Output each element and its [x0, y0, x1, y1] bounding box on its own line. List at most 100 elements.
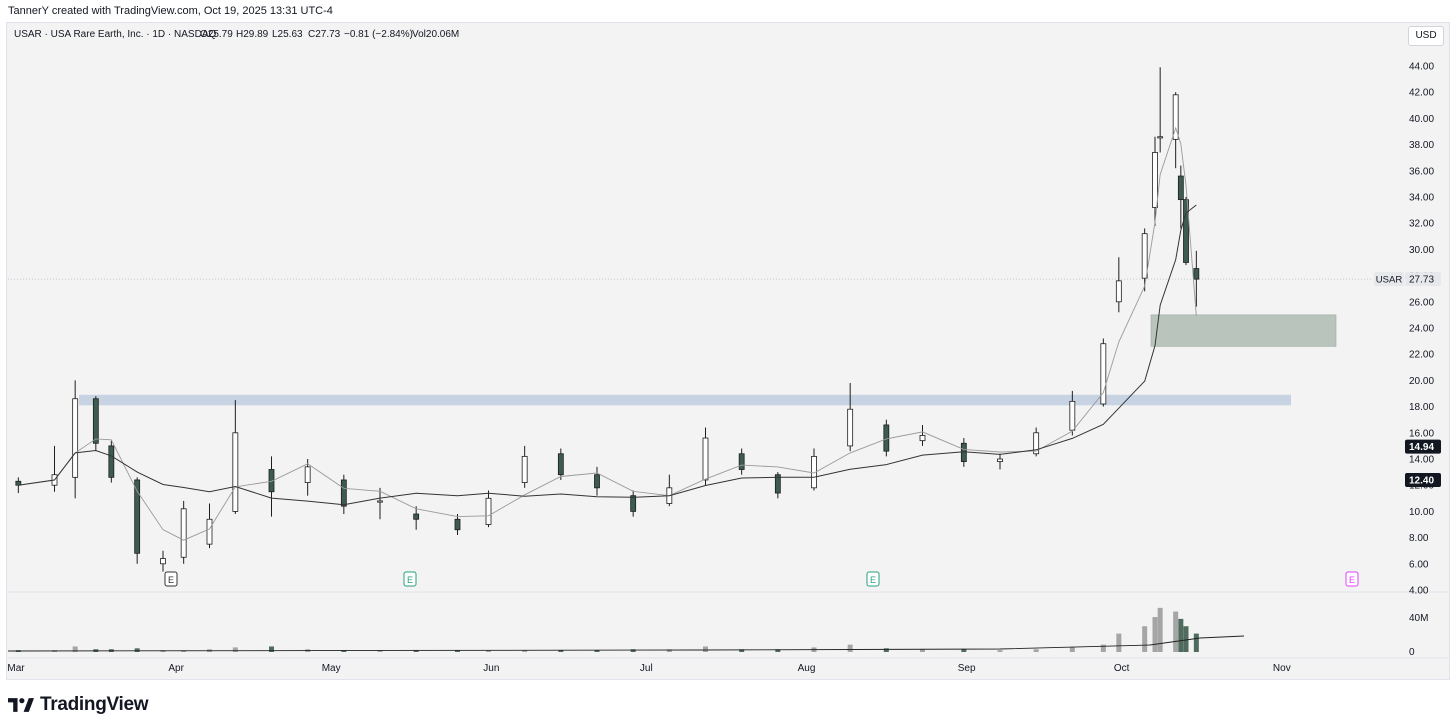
volume-bar — [775, 649, 781, 652]
price-axis-tick: 36.00 — [1409, 166, 1434, 177]
legend-item: C27.73 — [308, 29, 341, 40]
price-axis-tick: 22.00 — [1409, 350, 1434, 361]
candle-body — [883, 424, 890, 452]
candle-body — [557, 453, 564, 476]
candle-body — [521, 455, 528, 483]
earnings-marker — [1345, 571, 1359, 587]
tradingview-logo[interactable]: TradingView — [8, 692, 149, 718]
earnings-marker-label: E — [1349, 575, 1355, 585]
candle-body — [232, 432, 239, 512]
legend-item: H29.89 — [236, 29, 269, 40]
candle-body — [1157, 136, 1164, 139]
volume-bar — [269, 646, 274, 652]
price-axis-tick: 44.00 — [1409, 62, 1434, 73]
price-axis-tick: 34.00 — [1409, 193, 1434, 204]
volume-bar — [1152, 617, 1158, 652]
volume-bar — [1173, 611, 1179, 652]
volume-bar — [232, 647, 238, 652]
candle-body — [1152, 152, 1158, 208]
volume-ma-line — [7, 635, 1245, 652]
time-axis-tick: Apr — [168, 663, 184, 674]
candle-body — [630, 495, 637, 512]
earnings-marker — [164, 571, 178, 587]
volume-bar — [134, 648, 140, 652]
candle-body — [340, 479, 347, 507]
volume-bar — [1157, 607, 1163, 652]
currency-button[interactable]: USD — [1408, 26, 1444, 46]
candle-body — [206, 518, 213, 545]
price-axis-tick: 40.00 — [1409, 114, 1434, 125]
candle-body — [1193, 268, 1200, 280]
legend-item: O25.79 — [200, 29, 233, 40]
ma-fast-badge — [1405, 439, 1441, 454]
candle-body — [485, 497, 492, 525]
candle-body — [134, 479, 141, 554]
candle-body — [72, 398, 79, 478]
candle-body — [268, 469, 275, 493]
price-axis-tick: 26.00 — [1409, 297, 1434, 308]
volume-bar — [739, 649, 745, 652]
candle-body — [1141, 233, 1148, 279]
volume-bar — [486, 650, 491, 652]
price-axis-tick: 24.00 — [1409, 324, 1434, 335]
chart-frame[interactable] — [6, 22, 1450, 680]
candle-body — [180, 508, 187, 558]
candle-body — [160, 558, 166, 565]
volume-bar — [72, 646, 78, 652]
candle-body — [1033, 432, 1040, 455]
candle-body — [702, 437, 709, 481]
volume-bar — [1100, 644, 1106, 652]
attribution-text: TannerY created with TradingView.com, Oc… — [8, 5, 333, 17]
ma-slow-badge — [1405, 472, 1441, 487]
volume-bar — [1183, 626, 1189, 652]
attribution-bar: TannerY created with TradingView.com, Oc… — [0, 0, 1456, 22]
legend-item: USAR · USA Rare Earth, Inc. · 1D · NASDA… — [14, 29, 216, 40]
volume-axis-tick: 40M — [1409, 613, 1428, 624]
last-price-label: 27.73 — [1409, 275, 1434, 286]
volume-bar — [455, 650, 460, 652]
volume-bar — [1142, 626, 1148, 652]
candle-body — [919, 435, 926, 442]
volume-bar — [997, 650, 1003, 652]
volume-bar — [341, 650, 347, 652]
price-axis-tick: 16.00 — [1409, 428, 1434, 439]
volume-bar — [1116, 633, 1122, 652]
volume-axis-tick: 0 — [1409, 647, 1415, 658]
candle-body — [1172, 94, 1179, 140]
time-axis-tick: May — [322, 663, 341, 674]
earnings-marker-label: E — [870, 575, 876, 585]
resistance-zone — [79, 394, 1291, 406]
volume-bar — [1033, 649, 1039, 652]
earnings-marker-label: E — [168, 575, 174, 585]
volume-bar — [630, 649, 636, 652]
volume-bar — [413, 650, 419, 652]
candle-body — [92, 398, 99, 444]
volume-bar — [377, 650, 383, 652]
price-axis-tick: 14.00 — [1409, 455, 1434, 466]
last-symbol-badge — [1374, 272, 1404, 287]
price-axis-tick: 20.00 — [1409, 376, 1434, 387]
volume-bar — [558, 650, 564, 652]
candle-body — [960, 442, 967, 463]
price-axis-tick: 42.00 — [1409, 88, 1434, 99]
candle-body — [1115, 280, 1122, 303]
candle-body — [738, 453, 745, 470]
time-axis-tick: Oct — [1114, 663, 1130, 674]
price-axis-tick: 30.00 — [1409, 245, 1434, 256]
candle-body — [413, 513, 420, 520]
price-axis-tick: 6.00 — [1409, 559, 1429, 570]
time-axis-tick: Jul — [640, 663, 653, 674]
support-zone — [1150, 314, 1337, 347]
price-axis-tick: 38.00 — [1409, 140, 1434, 151]
legend-item: Vol20.06M — [412, 29, 459, 40]
volume-bar — [522, 650, 528, 652]
price-axis-tick: 8.00 — [1409, 533, 1429, 544]
ma-slow-line — [18, 204, 1197, 506]
price-axis-tick: 4.00 — [1409, 586, 1429, 597]
candle-body — [594, 474, 600, 489]
legend-item: L25.63 — [272, 29, 303, 40]
volume-bar — [920, 649, 925, 652]
time-axis-tick: Jun — [483, 663, 499, 674]
ma-slow-value-label: 12.40 — [1409, 475, 1434, 486]
